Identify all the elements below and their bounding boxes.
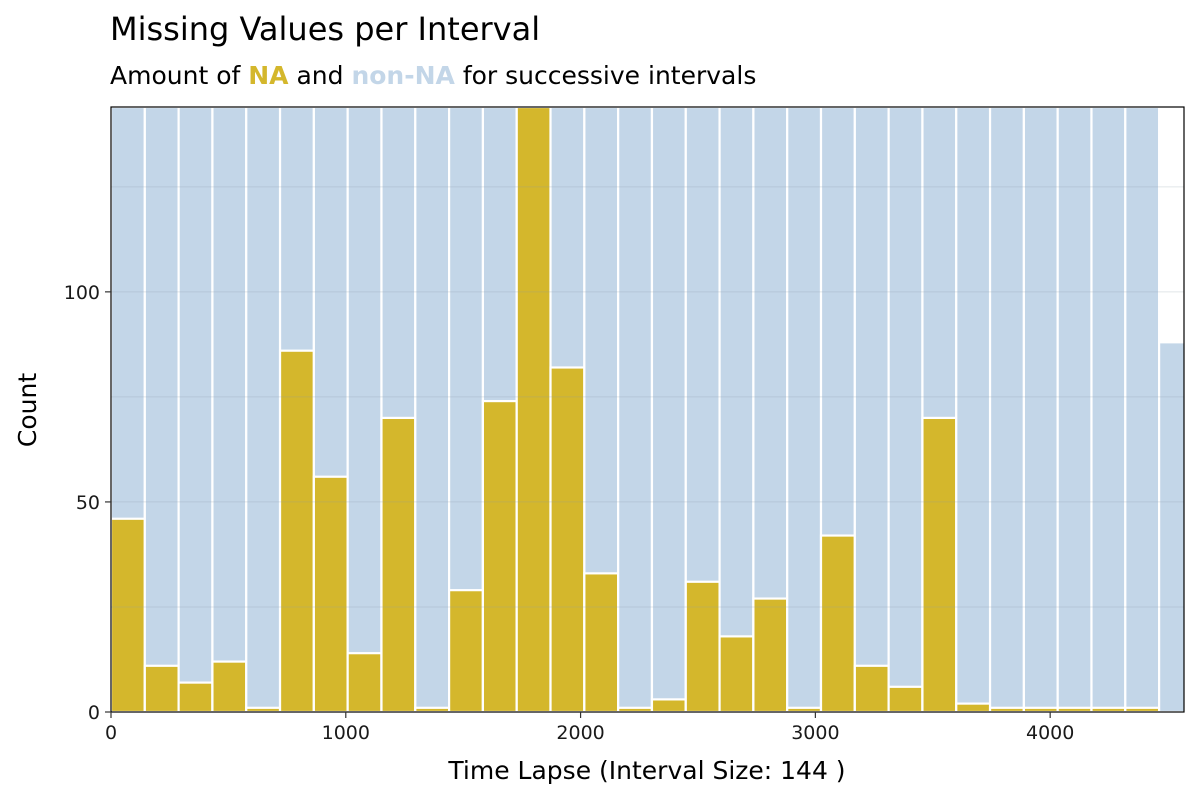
non-na-bar (414, 107, 451, 712)
subtitle-na-label: NA (248, 61, 289, 90)
na-bar (448, 589, 485, 712)
na-bar (515, 107, 552, 712)
na-bar (887, 685, 924, 712)
na-bar (1056, 706, 1093, 712)
x-tick-label: 0 (105, 722, 117, 744)
subtitle-suffix: for successive intervals (455, 61, 756, 90)
na-bar (718, 635, 755, 712)
na-bar (143, 664, 180, 712)
x-tick-label: 2000 (556, 722, 604, 744)
na-bar (414, 706, 451, 712)
non-na-bar (617, 107, 654, 712)
y-tick-label: 0 (88, 702, 100, 724)
non-na-bar (143, 107, 180, 712)
non-na-bar (1022, 107, 1059, 712)
non-na-bar (955, 107, 992, 712)
na-bar (346, 652, 383, 712)
x-tick-label: 1000 (322, 722, 370, 744)
x-axis: 0 1000 2000 3000 4000 (105, 712, 1074, 744)
na-bar (955, 702, 992, 712)
na-bar (583, 572, 620, 712)
non-na-bar (887, 107, 924, 712)
panel-border (110, 106, 1185, 713)
non-na-bar (177, 107, 214, 712)
na-bar (380, 416, 417, 712)
na-bar (617, 706, 654, 712)
subtitle-middle: and (289, 61, 352, 90)
subtitle-nonna-label: non-NA (351, 61, 455, 90)
y-axis-title: Count (13, 373, 42, 447)
na-bar (684, 580, 721, 712)
non-na-bar (853, 107, 890, 712)
na-bar (988, 706, 1025, 712)
na-bar (1090, 706, 1127, 712)
na-bar (481, 399, 518, 712)
na-bar (650, 698, 687, 712)
na-bar (853, 664, 890, 712)
non-na-bar (1158, 341, 1184, 712)
non-na-bar (211, 107, 248, 712)
chart-title: Missing Values per Interval (110, 10, 540, 48)
na-bar (177, 681, 214, 712)
non-na-bar (1090, 107, 1127, 712)
non-na-bar (1124, 107, 1161, 712)
y-tick-label: 50 (76, 492, 100, 514)
non-na-bar (988, 107, 1025, 712)
gridlines (111, 186, 1184, 608)
na-bar (278, 349, 315, 712)
na-bar (549, 366, 586, 712)
non-na-bar (650, 107, 687, 712)
subtitle-prefix: Amount of (110, 61, 248, 90)
na-bar (1022, 706, 1059, 712)
non-na-bar (1056, 107, 1093, 712)
plot-panel (110, 106, 1185, 713)
na-bar (786, 706, 823, 712)
y-axis: 0 50 100 (64, 282, 111, 724)
y-tick-label: 100 (64, 282, 100, 304)
na-bar (819, 534, 856, 712)
bars-group (111, 107, 1184, 712)
chart-subtitle: Amount of NA and non-NA for successive i… (110, 61, 756, 90)
na-bar (245, 706, 282, 712)
na-bar (1124, 706, 1161, 712)
x-tick-label: 3000 (791, 722, 839, 744)
non-na-bar (346, 107, 383, 712)
na-bar (211, 660, 248, 712)
x-tick-label: 4000 (1026, 722, 1074, 744)
non-na-bar (245, 107, 282, 712)
non-na-bar (718, 107, 755, 712)
x-axis-title: Time Lapse (Interval Size: 144 ) (447, 756, 845, 785)
non-na-bar (786, 107, 823, 712)
na-bar (752, 597, 789, 712)
na-bar (111, 517, 146, 712)
na-bar (921, 416, 958, 712)
na-bar (312, 475, 349, 712)
